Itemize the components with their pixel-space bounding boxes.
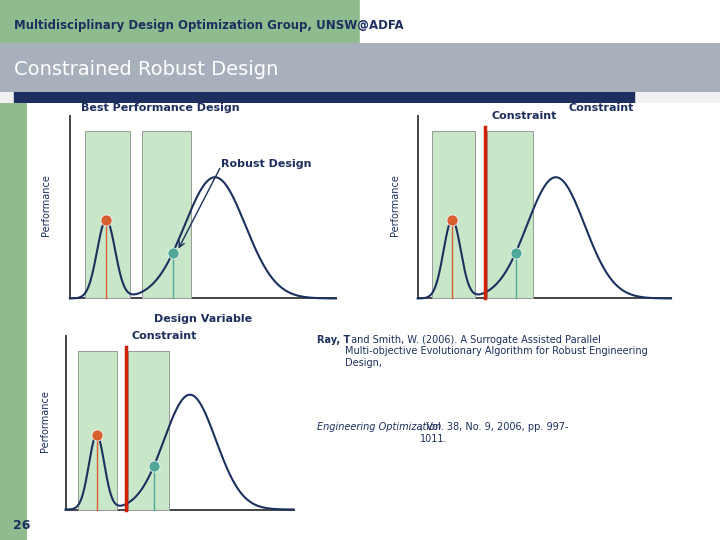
Bar <box>85 131 130 299</box>
Text: Ray, T: Ray, T <box>317 335 350 345</box>
Bar <box>143 131 191 299</box>
Text: Design Variable: Design Variable <box>154 314 252 324</box>
Bar <box>360 0 720 43</box>
Text: , Vol. 38, No. 9, 2006, pp. 997-
1011.: , Vol. 38, No. 9, 2006, pp. 997- 1011. <box>420 422 568 444</box>
Text: Engineering Optimization: Engineering Optimization <box>317 422 441 433</box>
Bar <box>0 0 360 43</box>
Bar <box>432 131 475 299</box>
Text: Performance: Performance <box>390 174 400 236</box>
Text: Constraint: Constraint <box>568 103 634 113</box>
Text: Multidisciplinary Design Optimization Group, UNSW@ADFA: Multidisciplinary Design Optimization Gr… <box>14 18 404 31</box>
Text: Constraint: Constraint <box>132 332 197 341</box>
Bar <box>78 350 117 510</box>
Text: Performance: Performance <box>40 390 50 452</box>
Text: Performance: Performance <box>40 174 50 236</box>
Text: Constraint: Constraint <box>491 111 557 120</box>
Text: Robust Design: Robust Design <box>221 159 312 169</box>
Text: . and Smith, W. (2006). A Surrogate Assisted Parallel
Multi-objective Evolutiona: . and Smith, W. (2006). A Surrogate Assi… <box>345 335 647 368</box>
Text: Constrained Robust Design: Constrained Robust Design <box>14 60 279 79</box>
Text: Best Performance Design: Best Performance Design <box>81 103 240 113</box>
Bar <box>127 350 169 510</box>
Text: 26: 26 <box>13 518 30 532</box>
Bar <box>14 92 634 102</box>
Bar <box>487 131 533 299</box>
